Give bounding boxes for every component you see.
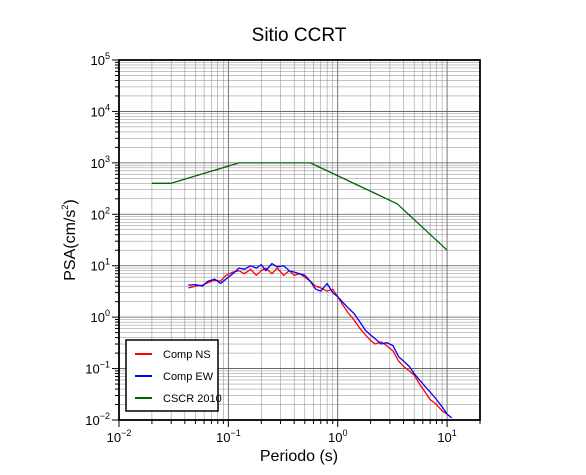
x-axis-title: Periodo (s): [260, 448, 338, 465]
y-tick-label-base: 10: [91, 259, 105, 274]
x-tick-label: 10−1: [216, 428, 241, 445]
y-axis-title-tail: ): [62, 199, 79, 204]
y-tick-label: 100: [91, 308, 110, 325]
y-tick-label: 105: [91, 51, 110, 68]
x-tick-label-exp: −2: [121, 428, 131, 438]
y-tick-label-exp: −2: [100, 411, 110, 421]
y-tick-label: 10−2: [85, 411, 110, 428]
plot-frame: [118, 59, 481, 421]
x-tick-label: 101: [437, 428, 456, 445]
y-tick-label: 101: [91, 257, 110, 274]
x-tick-label-base: 10: [107, 430, 121, 445]
series-line-cscr-2010: [151, 162, 448, 251]
y-tick-label-exp: 0: [105, 308, 110, 318]
y-tick-label-exp: 4: [105, 102, 110, 112]
series-line-comp-ns: [188, 267, 448, 415]
axes: [112, 59, 481, 427]
x-tick-label-exp: 0: [342, 428, 347, 438]
x-tick-label-exp: 1: [452, 428, 457, 438]
y-tick-label-exp: −1: [100, 360, 110, 370]
y-tick-label-base: 10: [85, 413, 99, 428]
series-layer: [151, 162, 453, 419]
y-tick-label: 103: [91, 154, 110, 171]
x-tick-label-exp: −1: [230, 428, 240, 438]
y-tick-label-base: 10: [91, 310, 105, 325]
y-tick-label: 10−1: [85, 360, 110, 377]
y-tick-label-exp: 5: [105, 51, 110, 61]
legend: Comp NS Comp EW CSCR 2010: [125, 339, 222, 412]
y-tick-label-base: 10: [91, 53, 105, 68]
legend-label-cscr-2010: CSCR 2010: [163, 393, 222, 405]
y-tick-label-base: 10: [91, 156, 105, 171]
y-tick-label-base: 10: [85, 362, 99, 377]
x-tick-label: 10−2: [107, 428, 132, 445]
series-line-comp-ew: [188, 262, 453, 419]
y-axis-title-sup: 2: [60, 205, 70, 210]
y-axis-title-base: PSA(cm/s: [62, 210, 79, 281]
y-tick-label-exp: 3: [105, 154, 110, 164]
legend-label-comp-ns: Comp NS: [163, 349, 211, 361]
x-tick-label-base: 10: [328, 430, 342, 445]
y-tick-label-base: 10: [91, 207, 105, 222]
chart-title: Sitio CCRT: [252, 25, 347, 46]
x-tick-label: 100: [328, 428, 347, 445]
y-tick-label: 104: [91, 102, 110, 119]
y-tick-label-exp: 1: [105, 257, 110, 267]
y-tick-label-exp: 2: [105, 205, 110, 215]
x-tick-label-base: 10: [216, 430, 230, 445]
y-tick-label: 102: [91, 205, 110, 222]
y-tick-label-base: 10: [91, 104, 105, 119]
y-axis-title: PSA(cm/s2): [60, 199, 79, 280]
x-tick-label-base: 10: [437, 430, 451, 445]
legend-label-comp-ew: Comp EW: [163, 371, 214, 383]
